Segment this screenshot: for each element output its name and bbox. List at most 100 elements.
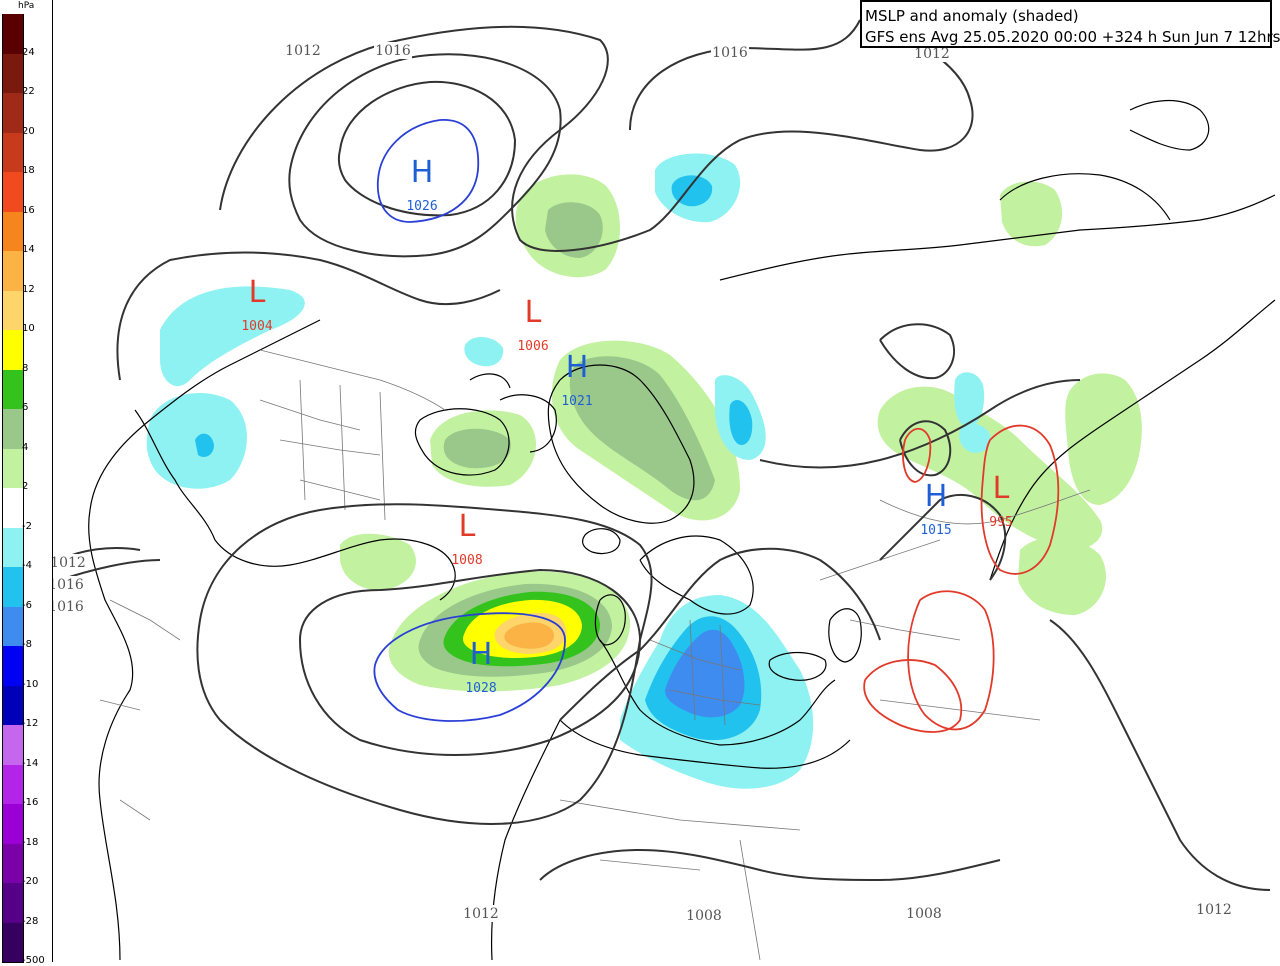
isobar-label: 1012 (285, 43, 321, 59)
isobar-1016-arctic (629, 19, 861, 131)
legend-swatch (2, 93, 24, 134)
anomaly-pos-hudson-core (443, 428, 511, 469)
coast-iceland (582, 528, 621, 555)
border-usa-canada (259, 349, 446, 411)
legend-swatch (2, 843, 24, 884)
high-pressure-marker: H (566, 350, 589, 385)
contour-low-995-c (863, 659, 963, 733)
coast-north-america-west (88, 319, 321, 961)
legend-unit: hPa (18, 1, 35, 11)
coast-greenland (547, 364, 695, 524)
isobar-1012-n-america (116, 251, 501, 381)
isobar-label-bg (374, 42, 412, 59)
legend-swatch (2, 804, 24, 845)
coast-pacific-asia (989, 299, 1276, 581)
isobar-1008-africa (539, 848, 1001, 882)
coast-africa-north (559, 719, 851, 769)
coast-canadian-archipelago (469, 373, 557, 453)
high-pressure-marker: H (925, 479, 948, 514)
anomaly-neg-europe-8 (665, 629, 745, 718)
isobar-1016-atlantic (196, 503, 653, 825)
isobar-1008-asia (879, 494, 1007, 581)
coast-black-sea (768, 651, 827, 681)
coast-uk (594, 594, 626, 646)
isobar-label: 1016 (375, 43, 411, 59)
border-europe-a (649, 639, 761, 706)
isobar-1012-pacific-ne (1049, 619, 1271, 891)
map-subtitle: GFS ens Avg 25.05.2020 00:00 +324 h Sun … (865, 28, 1280, 46)
anomaly-neg-siberia (954, 372, 985, 428)
legend-colorbar: hPa 24 22 20 18 16 14 12 10 8 6 4 2 -2 -4 -6 -8 -10 -12 -1… (0, 0, 53, 966)
legend-swatch (2, 409, 24, 450)
legend-swatch (2, 685, 24, 726)
legend-swatch (2, 330, 24, 371)
isobar-label-bg (685, 907, 723, 924)
pressure-center-value: 1026 (406, 199, 437, 214)
isobar-label: 1008 (686, 908, 722, 924)
legend-label: -4 (22, 560, 32, 571)
anomaly-neg-baffin (464, 337, 504, 367)
coast-north-america-east (214, 538, 456, 601)
isobar-label: 1016 (48, 577, 84, 593)
legend-label: -14 (22, 757, 39, 769)
anomaly-pos-siberia (877, 386, 1103, 550)
low-pressure-marker: L (249, 275, 266, 310)
isobar-label: 1012 (50, 555, 86, 571)
legend-swatch (2, 14, 24, 55)
map-title-box: MSLP and anomaly (shaded) GFS ens Avg 25… (860, 0, 1280, 48)
anomaly-neg-pacific-sw-core (195, 433, 214, 457)
border-africa-a (559, 799, 801, 961)
isobar-siberia-a (879, 323, 955, 380)
legend-swatch (2, 53, 24, 94)
anomaly-neg-west-russia-core (729, 400, 753, 445)
legend-label: -28 (22, 915, 39, 927)
isobar-label: 1008 (906, 906, 942, 922)
legend-label: 2 (22, 481, 29, 492)
legend-label: 14 (22, 244, 35, 255)
low-pressure-marker: L (525, 295, 542, 330)
low-pressure-marker: L (993, 471, 1010, 506)
legend-swatch (2, 132, 24, 173)
coast-scandinavia (639, 535, 754, 615)
coast-africa-west (490, 719, 561, 961)
center-contours (373, 119, 1060, 733)
high-pressure-marker: H (470, 637, 493, 672)
coast-arctic-russia (719, 194, 1276, 281)
isobar-label: 1012 (463, 906, 499, 922)
legend-swatch (2, 646, 24, 687)
coast-hudson (414, 408, 510, 476)
isobar-labels: 1012 1016 1016 1012 1012 1016 1016 1012 1008 1008… (47, 42, 1233, 924)
legend-swatch (2, 606, 24, 647)
contour-high-1026 (376, 119, 480, 223)
legend-label: -500 (22, 955, 45, 966)
legend-swatch (2, 883, 24, 924)
legend-label: 18 (22, 165, 35, 176)
isobar-label-bg (913, 45, 951, 62)
legend-label: -6 (22, 599, 32, 611)
isobar-label-bg (47, 598, 85, 615)
isobar-label: 1016 (712, 45, 748, 61)
pressure-center-value: 1008 (451, 553, 482, 568)
isobar-siberia-b (899, 420, 952, 477)
contour-high-1028 (373, 612, 566, 722)
legend-label: -16 (22, 797, 39, 808)
high-pressure-marker: H (411, 155, 434, 190)
coast-kamchatka (1129, 99, 1210, 151)
anomaly-pos-pacific-ne (1065, 373, 1142, 505)
border-europe-b (689, 619, 726, 726)
isobar-label-bg (1195, 901, 1233, 918)
legend-swatch (2, 172, 24, 213)
isobar-label-bg (905, 905, 943, 922)
anomaly-pos-atlantic-12 (504, 622, 554, 649)
legend-label: 4 (22, 441, 29, 453)
legend-label: 8 (22, 362, 29, 374)
contour-low-995-d (902, 427, 932, 483)
legend-label: -12 (22, 718, 39, 729)
legend-label: -8 (22, 639, 32, 650)
pressure-center-value: 1004 (241, 319, 272, 334)
isobar-label-bg (711, 44, 749, 61)
isobar-label: 1012 (1196, 902, 1232, 918)
isobars (59, 19, 1271, 891)
isobar-label-bg (47, 576, 85, 593)
